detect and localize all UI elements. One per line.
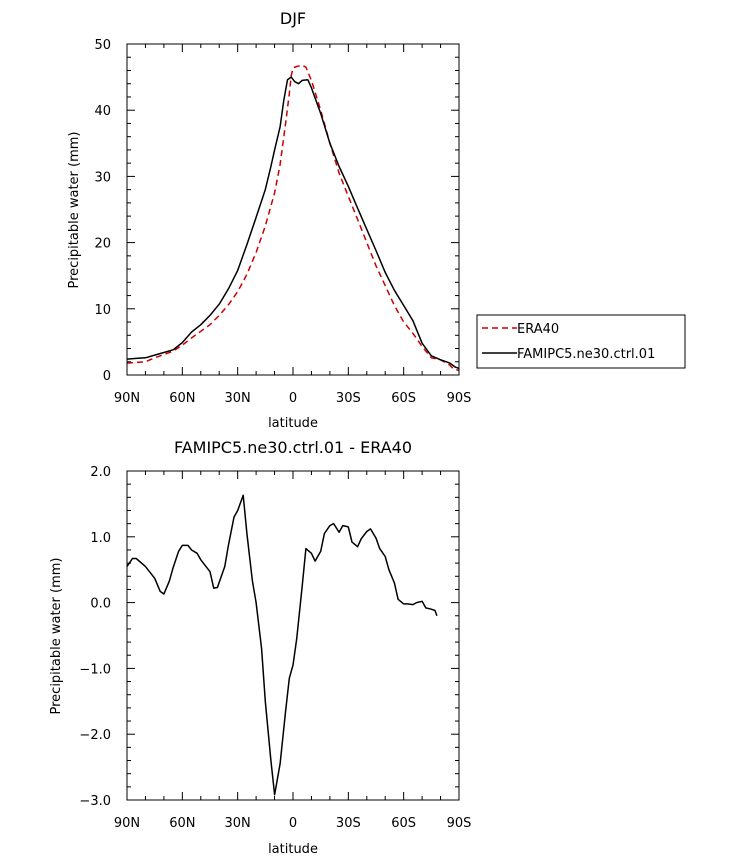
x-tick-label: 90S: [447, 816, 472, 831]
x-tick-label: 60N: [169, 391, 195, 406]
y-axis-title: Precipitable water (mm): [67, 132, 82, 289]
series-line-1: [126, 64, 460, 372]
y-tick-label: 2.0: [90, 465, 111, 480]
x-tick-label: 60N: [169, 816, 195, 831]
x-axis-title: latitude: [268, 416, 318, 431]
y-tick-label: −3.0: [79, 794, 111, 809]
legend-label-era40: ERA40: [517, 322, 559, 337]
legend: ERA40 FAMIPC5.ne30.ctrl.01: [476, 314, 686, 369]
x-tick-label: 60S: [391, 816, 416, 831]
series-line-2: [126, 76, 460, 370]
y-tick-label: −2.0: [79, 728, 111, 743]
precipitable-water-panel: DJF 90N 60N 30N 0 30S 60S 90S 0 10 20 30 40 50 latit…: [67, 9, 471, 431]
plot-frame: [126, 470, 460, 801]
x-tick-label: 90S: [447, 391, 472, 406]
x-tick-label: 30S: [336, 391, 361, 406]
x-tick-label: 30N: [225, 816, 251, 831]
x-tick-label: 30N: [225, 391, 251, 406]
x-axis-title: latitude: [268, 842, 318, 857]
y-tick-label: 1.0: [90, 531, 111, 546]
legend-box: [476, 314, 686, 369]
y-tick-label: 50: [94, 38, 111, 53]
y-tick-label: 0.0: [90, 597, 111, 612]
axis-ticks: 90N 60N 30N 0 30S 60S 90S −3.0 −2.0 −1.0 0.0 1.0 2.0: [79, 465, 471, 831]
x-tick-label: 90N: [114, 391, 140, 406]
y-tick-label: 0: [103, 369, 111, 384]
x-tick-label: 90N: [114, 816, 140, 831]
y-tick-label: 30: [94, 170, 111, 185]
x-tick-label: 0: [289, 391, 297, 406]
y-tick-label: 40: [94, 104, 111, 119]
y-tick-label: 20: [94, 237, 111, 252]
series-lines: [126, 494, 438, 796]
series-line-1: [126, 494, 438, 796]
x-tick-label: 0: [289, 816, 297, 831]
y-axis-title: Precipitable water (mm): [49, 558, 64, 715]
y-tick-label: 10: [94, 303, 111, 318]
y-tick-label: −1.0: [79, 662, 111, 677]
panel-title: DJF: [280, 9, 306, 28]
series-lines: [126, 64, 460, 372]
x-tick-label: 30S: [336, 816, 361, 831]
plot-frame: [126, 43, 460, 376]
panel-title: FAMIPC5.ne30.ctrl.01 - ERA40: [174, 438, 412, 457]
legend-label-famipc5: FAMIPC5.ne30.ctrl.01: [517, 347, 655, 362]
difference-panel: FAMIPC5.ne30.ctrl.01 - ERA40 90N 60N 30N 0 3…: [49, 438, 471, 857]
x-tick-label: 60S: [391, 391, 416, 406]
axis-ticks: 90N 60N 30N 0 30S 60S 90S 0 10 20 30 40 50: [94, 38, 471, 406]
